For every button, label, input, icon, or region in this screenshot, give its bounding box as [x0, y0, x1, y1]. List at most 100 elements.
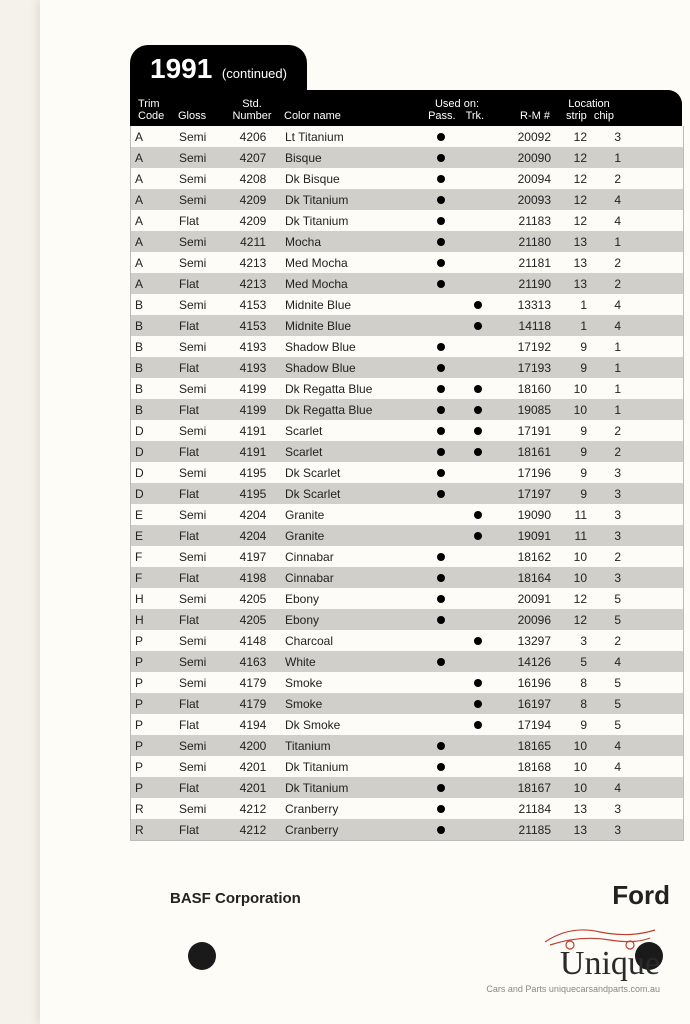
cell-gloss: Semi — [175, 256, 225, 270]
dot-icon — [474, 322, 482, 330]
cell-rm: 19091 — [495, 529, 555, 543]
cell-gloss: Flat — [175, 403, 225, 417]
cell-rm: 21180 — [495, 235, 555, 249]
cell-strip: 10 — [555, 739, 591, 753]
cell-trk — [461, 403, 495, 417]
cell-chip: 1 — [591, 403, 625, 417]
cell-std: 4200 — [225, 739, 281, 753]
cell-pass — [421, 613, 461, 627]
cell-chip: 2 — [591, 172, 625, 186]
cell-chip: 3 — [591, 487, 625, 501]
cell-rm: 14126 — [495, 655, 555, 669]
cell-trim: A — [131, 256, 175, 270]
dot-icon — [437, 259, 445, 267]
cell-chip: 2 — [591, 277, 625, 291]
cell-name: Dk Smoke — [281, 718, 421, 732]
cell-gloss: Flat — [175, 445, 225, 459]
cell-chip: 3 — [591, 508, 625, 522]
table-row: HFlat4205Ebony20096125 — [131, 609, 683, 630]
cell-name: Dk Regatta Blue — [281, 382, 421, 396]
cell-pass — [421, 151, 461, 165]
cell-pass — [421, 214, 461, 228]
cell-gloss: Flat — [175, 277, 225, 291]
cell-pass — [421, 592, 461, 606]
cell-gloss: Semi — [175, 508, 225, 522]
cell-chip: 4 — [591, 214, 625, 228]
table-row: PFlat4194Dk Smoke1719495 — [131, 714, 683, 735]
col-header-name: Color name — [280, 108, 420, 126]
cell-rm: 17194 — [495, 718, 555, 732]
cell-rm: 21184 — [495, 802, 555, 816]
cell-trk — [461, 319, 495, 333]
cell-strip: 12 — [555, 193, 591, 207]
cell-trim: H — [131, 592, 175, 606]
cell-rm: 18168 — [495, 760, 555, 774]
cell-name: Smoke — [281, 697, 421, 711]
cell-std: 4153 — [225, 319, 281, 333]
cell-chip: 5 — [591, 718, 625, 732]
continued-label: (continued) — [222, 66, 287, 81]
cell-name: Dk Titanium — [281, 760, 421, 774]
cell-pass — [421, 550, 461, 564]
table-row: EFlat4204Granite19091113 — [131, 525, 683, 546]
cell-trk — [461, 508, 495, 522]
cell-name: Shadow Blue — [281, 361, 421, 375]
dot-icon — [437, 553, 445, 561]
cell-pass — [421, 781, 461, 795]
cell-chip: 2 — [591, 634, 625, 648]
cell-trim: A — [131, 130, 175, 144]
cell-std: 4197 — [225, 550, 281, 564]
cell-rm: 18162 — [495, 550, 555, 564]
cell-name: Mocha — [281, 235, 421, 249]
col-header-chip: chip — [587, 110, 620, 122]
cell-pass — [421, 403, 461, 417]
cell-name: Midnite Blue — [281, 319, 421, 333]
cell-chip: 5 — [591, 697, 625, 711]
cell-gloss: Semi — [175, 550, 225, 564]
table-row: ASemi4207Bisque20090121 — [131, 147, 683, 168]
cell-gloss: Semi — [175, 193, 225, 207]
cell-gloss: Semi — [175, 802, 225, 816]
cell-chip: 4 — [591, 193, 625, 207]
col-header-location: Location — [558, 98, 620, 110]
cell-pass — [421, 361, 461, 375]
cell-std: 4204 — [225, 508, 281, 522]
cell-name: Dk Bisque — [281, 172, 421, 186]
cell-gloss: Flat — [175, 613, 225, 627]
cell-strip: 12 — [555, 130, 591, 144]
cell-rm: 13313 — [495, 298, 555, 312]
cell-trim: A — [131, 193, 175, 207]
cell-gloss: Semi — [175, 235, 225, 249]
cell-trk — [461, 445, 495, 459]
dot-icon — [437, 595, 445, 603]
cell-gloss: Semi — [175, 382, 225, 396]
cell-strip: 8 — [555, 676, 591, 690]
cell-rm: 20090 — [495, 151, 555, 165]
col-header-trk: Trk. — [460, 110, 490, 122]
cell-pass — [421, 256, 461, 270]
dot-icon — [474, 511, 482, 519]
cell-rm: 16196 — [495, 676, 555, 690]
cell-gloss: Semi — [175, 634, 225, 648]
document-page: 1991 (continued) TrimCode Gloss Std.Numb… — [40, 0, 690, 1024]
dot-icon — [437, 616, 445, 624]
cell-rm: 17192 — [495, 340, 555, 354]
cell-name: Charcoal — [281, 634, 421, 648]
cell-std: 4205 — [225, 613, 281, 627]
cell-gloss: Semi — [175, 739, 225, 753]
cell-strip: 5 — [555, 655, 591, 669]
cell-trim: F — [131, 550, 175, 564]
cell-chip: 2 — [591, 256, 625, 270]
cell-gloss: Semi — [175, 172, 225, 186]
cell-std: 4206 — [225, 130, 281, 144]
cell-rm: 21190 — [495, 277, 555, 291]
cell-name: Cinnabar — [281, 550, 421, 564]
cell-rm: 18160 — [495, 382, 555, 396]
cell-std: 4211 — [225, 235, 281, 249]
cell-trim: D — [131, 487, 175, 501]
cell-trim: P — [131, 718, 175, 732]
cell-strip: 10 — [555, 403, 591, 417]
cell-strip: 9 — [555, 466, 591, 480]
cell-name: Cinnabar — [281, 571, 421, 585]
cell-rm: 18165 — [495, 739, 555, 753]
